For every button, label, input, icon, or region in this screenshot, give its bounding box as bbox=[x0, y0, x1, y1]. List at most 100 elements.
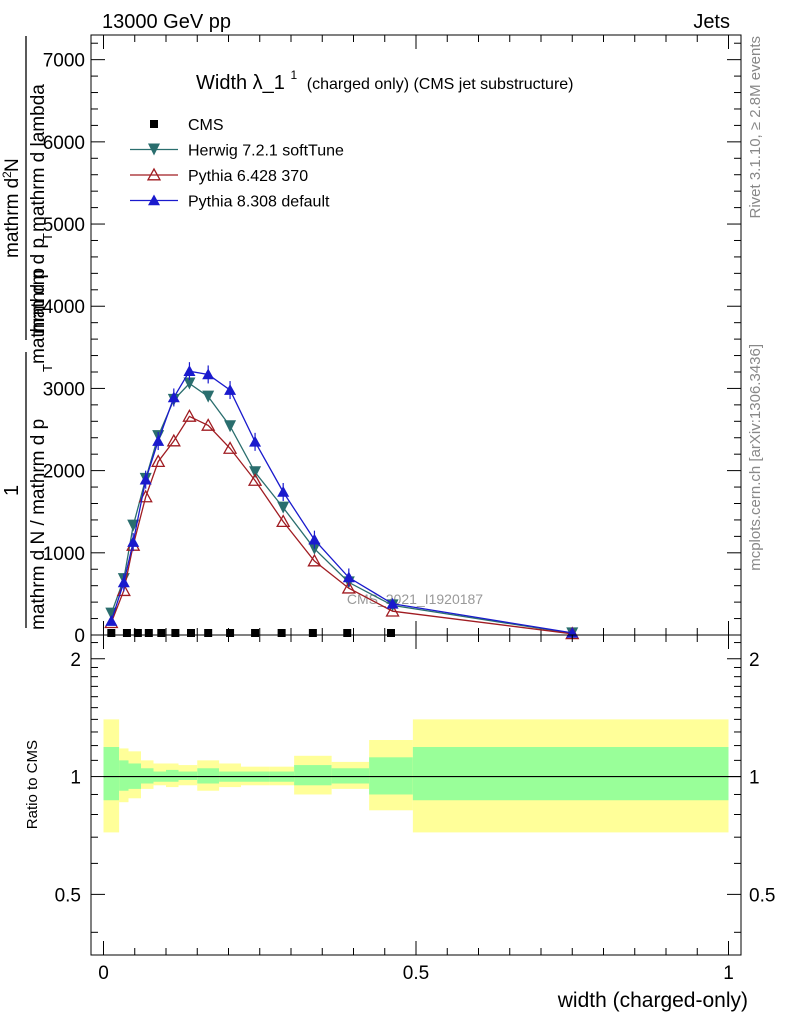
ratio-y-tick-label: 0.5 bbox=[55, 885, 81, 906]
series-point bbox=[201, 418, 216, 431]
main-y-axis: 0 1000 2000 3000 4000 5000 6000 7000 bbox=[43, 42, 741, 647]
x-tick-label: 0.5 bbox=[403, 963, 429, 984]
series-point bbox=[105, 615, 118, 626]
main-y-label: mathrm d N / mathrm d p T mathrm d p 1 m… bbox=[0, 36, 55, 630]
ratio-band-inner bbox=[141, 768, 154, 784]
y-tick-label: 4000 bbox=[43, 297, 85, 318]
ylabel-num-1: mathrm d bbox=[2, 178, 23, 258]
header-left: 13000 GeV pp bbox=[102, 11, 231, 33]
ratio-y-tick-label-right: 2 bbox=[749, 650, 760, 671]
series-point bbox=[224, 384, 237, 395]
rivet-label: Rivet 3.1.10, ≥ 2.8M events bbox=[747, 36, 764, 219]
series-point bbox=[171, 629, 180, 637]
series-point bbox=[166, 433, 181, 447]
series-point bbox=[276, 514, 291, 528]
ratio-band-inner bbox=[103, 747, 120, 801]
ratio-band-inner bbox=[119, 760, 129, 791]
ratio-panel: 0.5 0.5 1 1 2 2 0 0.5 1 Ratio to CMS width (cha… bbox=[24, 634, 775, 1012]
header-right: Jets bbox=[693, 11, 730, 33]
series-point bbox=[167, 391, 180, 403]
legend-entry: CMS bbox=[150, 117, 224, 134]
series-point bbox=[308, 629, 317, 637]
y-tick-label: 3000 bbox=[43, 379, 85, 400]
ylabel-den-1: mathrm d N / mathrm d p bbox=[28, 419, 49, 630]
watermark: CMS_2021_I1920187 bbox=[347, 591, 483, 607]
series-line bbox=[110, 370, 573, 634]
series-point bbox=[342, 571, 355, 583]
series-line bbox=[110, 382, 573, 635]
series-point bbox=[127, 519, 140, 532]
series-point bbox=[204, 629, 213, 637]
mcplots-label: mcplots.cern.ch [arXiv:1306.3436] bbox=[747, 344, 764, 571]
chart-subtitle: (charged only) (CMS jet substructure) bbox=[307, 76, 574, 93]
ratio-band-inner bbox=[197, 768, 220, 784]
ratio-y-tick-label-right: 1 bbox=[749, 768, 760, 789]
series-point bbox=[249, 466, 262, 479]
y-tick-label: 1000 bbox=[43, 544, 85, 565]
legend-entry: Pythia 6.428 370 bbox=[130, 167, 308, 185]
series-herwig-7-2-1-softtune bbox=[105, 377, 579, 640]
ylabel-mid-2: mathrm d lambda bbox=[28, 84, 49, 232]
ratio-band-inner bbox=[166, 769, 179, 782]
series-point bbox=[139, 473, 152, 485]
legend-label: Pythia 6.428 370 bbox=[188, 168, 308, 185]
series-pythia-6-428-370 bbox=[104, 409, 580, 640]
ratio-y-tick-label: 2 bbox=[70, 650, 81, 671]
series-point bbox=[107, 629, 116, 637]
x-tick-label: 0 bbox=[98, 963, 109, 984]
series-cms bbox=[107, 629, 395, 637]
series-point bbox=[277, 501, 290, 514]
series-point bbox=[308, 533, 321, 545]
ratio-band-inner bbox=[331, 768, 370, 784]
series-point bbox=[385, 603, 400, 617]
legend-marker bbox=[150, 120, 158, 128]
series-line bbox=[110, 415, 573, 635]
x-axis-label: width (charged-only) bbox=[557, 989, 748, 1012]
ratio-y-label: Ratio to CMS bbox=[24, 740, 41, 829]
series-point bbox=[187, 629, 195, 637]
series-point bbox=[122, 629, 131, 637]
series-point bbox=[247, 473, 263, 486]
series-point bbox=[183, 377, 196, 390]
y-tick-label: 0 bbox=[74, 626, 85, 647]
series-point bbox=[341, 580, 356, 594]
series-point bbox=[222, 441, 238, 454]
legend-marker bbox=[146, 167, 162, 181]
legend-entry: Herwig 7.2.1 softTune bbox=[130, 143, 344, 160]
series-point bbox=[386, 597, 399, 609]
ylabel-den-2: mathrm d p bbox=[28, 268, 49, 364]
ratio-band-inner bbox=[369, 757, 413, 795]
series-point bbox=[157, 629, 166, 637]
series-point bbox=[144, 629, 153, 637]
series-point bbox=[277, 485, 290, 497]
y-tick-label: 5000 bbox=[43, 215, 85, 236]
y-tick-label: 6000 bbox=[43, 133, 85, 154]
legend-label: Pythia 8.308 default bbox=[188, 194, 330, 211]
series-point bbox=[308, 542, 321, 555]
ylabel-one: 1 bbox=[1, 485, 23, 496]
series-point bbox=[202, 368, 215, 380]
series-point bbox=[182, 409, 197, 422]
ratio-band-inner bbox=[178, 771, 198, 780]
legend: CMS Herwig 7.2.1 softTune Pythia 6.428 370… bbox=[130, 117, 344, 211]
ratio-y-tick-label: 1 bbox=[70, 768, 81, 789]
legend-marker bbox=[148, 194, 160, 206]
series-point bbox=[387, 629, 395, 637]
ylabel-num-2: N bbox=[2, 158, 23, 172]
series-point bbox=[224, 420, 237, 433]
y-tick-label: 2000 bbox=[43, 462, 85, 483]
ratio-band-inner bbox=[294, 765, 332, 786]
series-point bbox=[202, 390, 215, 403]
main-panel: 0 1000 2000 3000 4000 5000 6000 7000 CMS_2021_I… bbox=[0, 34, 742, 647]
ratio-y-tick-label-right: 0.5 bbox=[749, 885, 775, 906]
series-point bbox=[117, 576, 130, 588]
legend-marker bbox=[148, 143, 160, 156]
ylabel-den-sub: T bbox=[40, 364, 55, 372]
ylabel-num-sup: 2 bbox=[0, 171, 14, 178]
x-tick-label: 1 bbox=[723, 963, 734, 984]
series-point bbox=[307, 553, 322, 567]
series-point bbox=[127, 536, 140, 547]
series-point bbox=[152, 435, 165, 446]
series-point bbox=[133, 629, 142, 637]
